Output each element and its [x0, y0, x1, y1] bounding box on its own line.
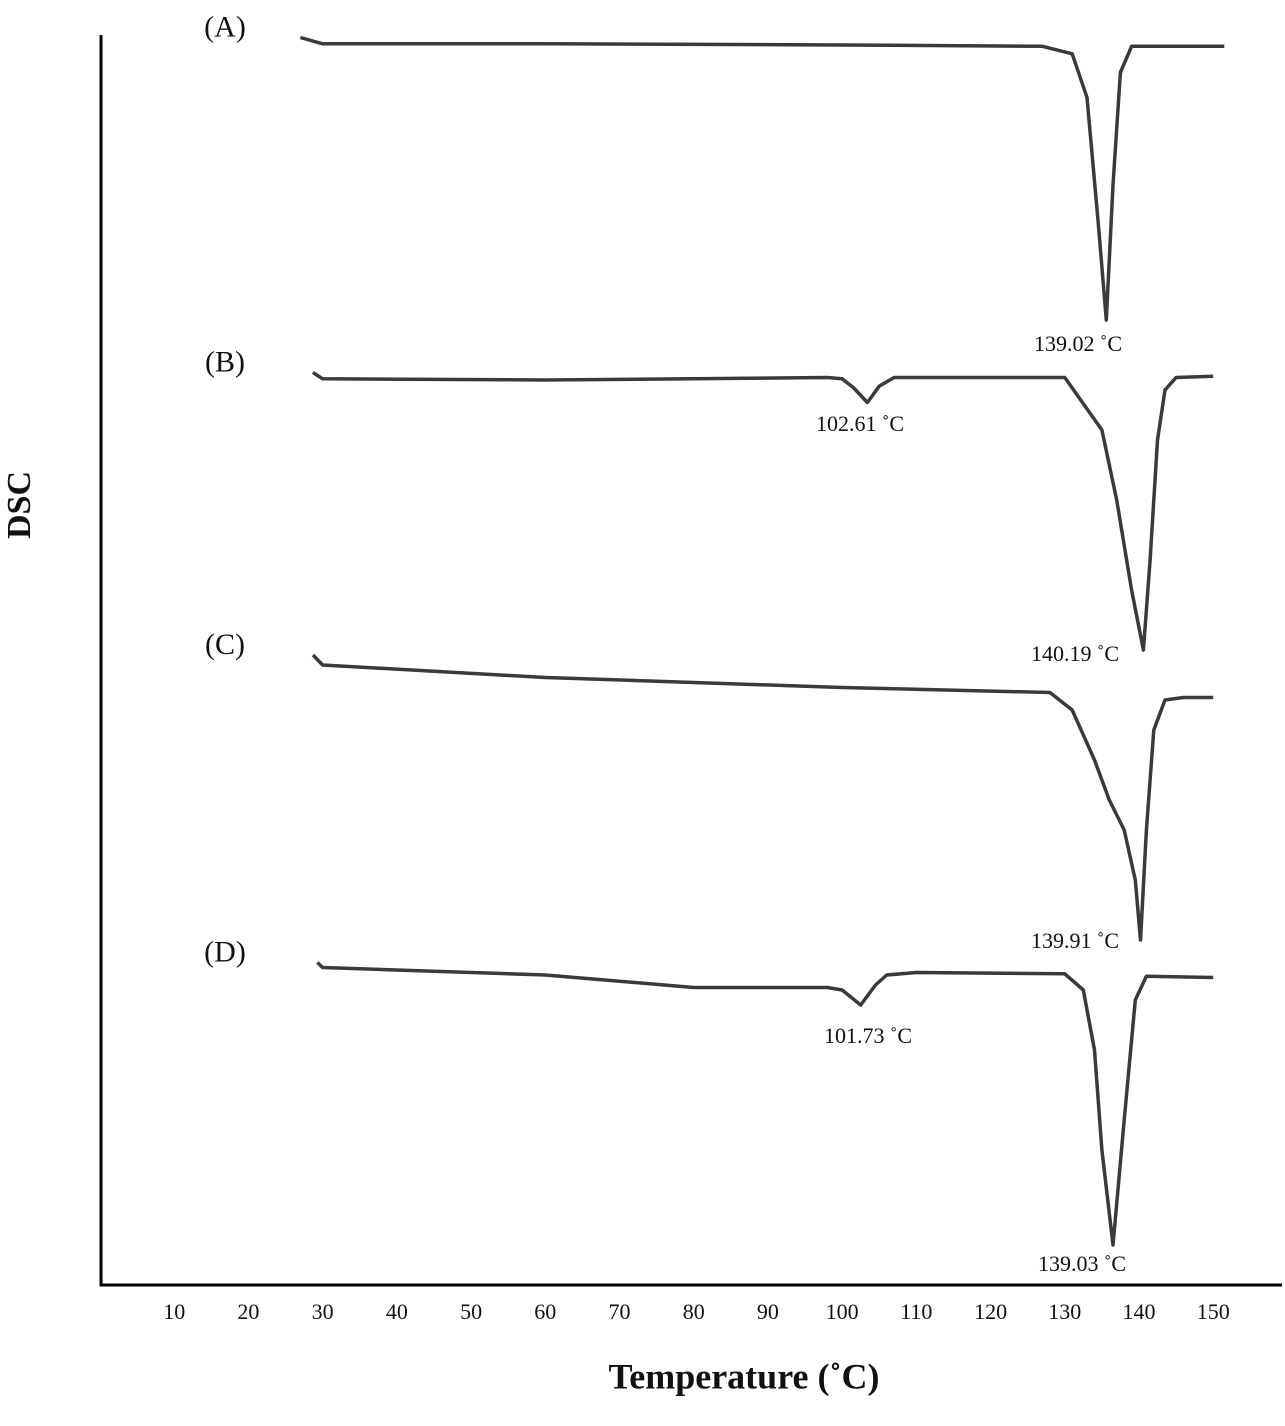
dsc-curve	[316, 961, 1214, 1247]
x-tick-label: 140	[1122, 1299, 1155, 1324]
series-label: (D)	[204, 935, 246, 968]
x-axis-label: Temperature (˚C)	[609, 1356, 880, 1396]
x-tick-label: 130	[1048, 1299, 1081, 1324]
peak-annotation: 140.19 ˚C	[1031, 641, 1119, 666]
x-tick-label: 90	[757, 1299, 779, 1324]
x-tick-label: 30	[312, 1299, 334, 1324]
x-tick-label: 50	[460, 1299, 482, 1324]
dsc-curve	[311, 653, 1214, 942]
series-label: (A)	[204, 10, 246, 43]
dsc-curve	[299, 35, 1225, 322]
x-tick-label: 20	[237, 1299, 259, 1324]
x-tick-label: 10	[163, 1299, 185, 1324]
x-tick-label: 120	[974, 1299, 1007, 1324]
series-label: (B)	[205, 345, 245, 378]
y-axis-label: DSC	[1, 471, 38, 539]
x-tick-label: 100	[826, 1299, 859, 1324]
x-tick-label: 40	[386, 1299, 408, 1324]
dsc-curve	[312, 371, 1214, 652]
peak-annotation: 102.61 ˚C	[816, 411, 904, 436]
x-tick-label: 150	[1197, 1299, 1230, 1324]
peak-annotation: 101.73 ˚C	[824, 1023, 912, 1048]
series-label: (C)	[205, 628, 245, 661]
x-tick-label: 80	[683, 1299, 705, 1324]
peak-annotation: 139.02 ˚C	[1034, 331, 1122, 356]
peak-annotation: 139.91 ˚C	[1031, 928, 1119, 953]
x-tick-label: 110	[900, 1299, 932, 1324]
x-tick-label: 70	[608, 1299, 630, 1324]
x-tick-label: 60	[534, 1299, 556, 1324]
peak-annotation: 139.03 ˚C	[1038, 1251, 1126, 1276]
